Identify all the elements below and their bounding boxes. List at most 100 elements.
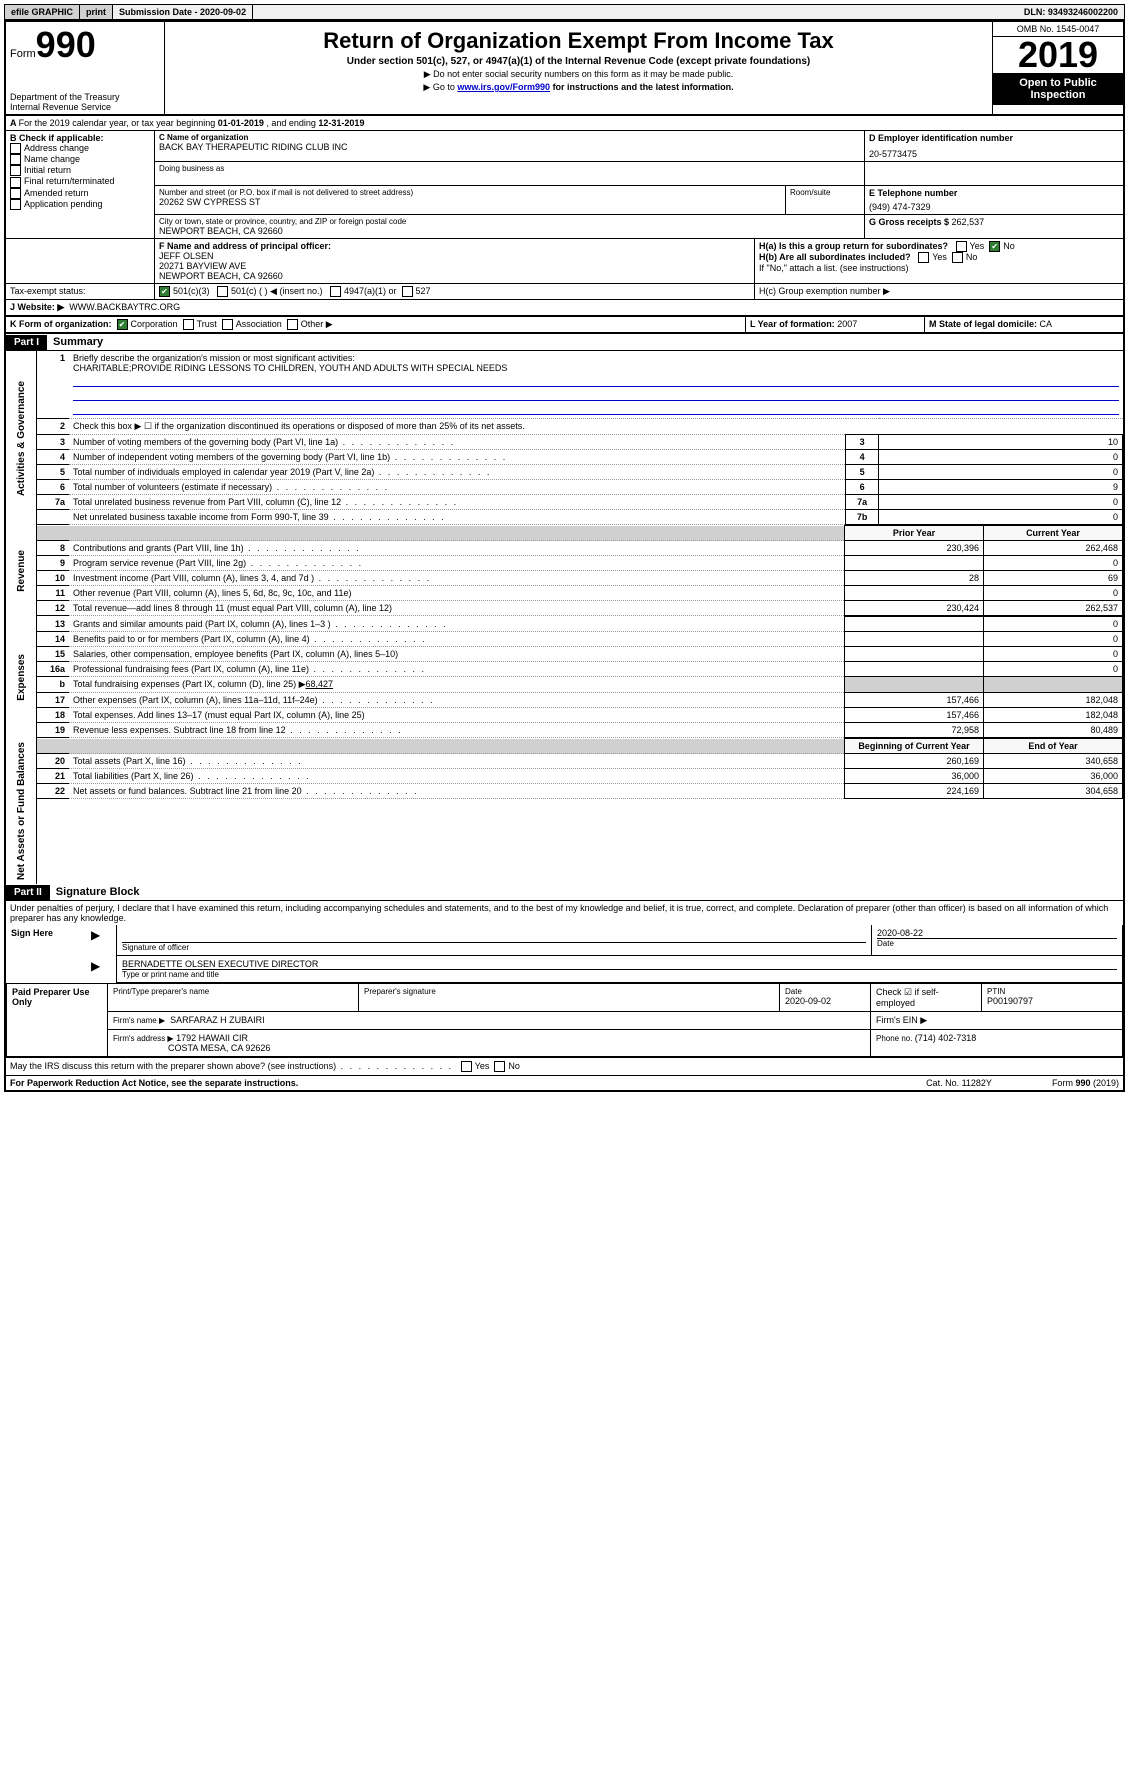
527-label: 527: [416, 286, 431, 296]
city-label: City or town, state or province, country…: [159, 217, 860, 226]
line-16b-current: [984, 677, 1123, 693]
part-ii-header: Part II Signature Block: [6, 884, 1123, 901]
dln-label: DLN:: [1024, 7, 1048, 17]
year-formation-value: 2007: [837, 319, 857, 329]
form-outer: Form990 Department of the Treasury Inter…: [4, 20, 1125, 1092]
org-name: BACK BAY THERAPEUTIC RIDING CLUB INC: [159, 142, 860, 152]
line-7b-value: 0: [879, 510, 1123, 525]
submission-cell: Submission Date - 2020-09-02: [113, 5, 253, 19]
line-11-prior: [845, 586, 984, 601]
line-18-current: 182,048: [984, 708, 1123, 723]
street-address: 20262 SW CYPRESS ST: [159, 197, 781, 207]
ha-no-checkbox[interactable]: ✔: [989, 241, 1000, 252]
pra-notice: For Paperwork Reduction Act Notice, see …: [10, 1078, 298, 1088]
ein-label: D Employer identification number: [869, 133, 1119, 143]
firm-ein-label: Firm's EIN ▶: [871, 1012, 1123, 1030]
city-value: NEWPORT BEACH, CA 92660: [159, 226, 860, 236]
period-line: A For the 2019 calendar year, or tax yea…: [6, 116, 1123, 131]
527-checkbox[interactable]: [402, 286, 413, 297]
ha-yes-checkbox[interactable]: [956, 241, 967, 252]
line-5-value: 0: [879, 465, 1123, 480]
part-i-header: Part I Summary: [6, 334, 1123, 351]
line-12-prior: 230,424: [845, 601, 984, 616]
top-bar: efile GRAPHIC print Submission Date - 20…: [4, 4, 1125, 20]
form-word: Form: [10, 48, 36, 60]
line-20-current: 340,658: [984, 754, 1123, 769]
side-expenses: Expenses: [6, 616, 37, 738]
line-16a-current: 0: [984, 662, 1123, 677]
hb-no-checkbox[interactable]: [952, 252, 963, 263]
note-goto: ▶ Go to www.irs.gov/Form990 for instruct…: [169, 82, 988, 93]
corporation-checkbox[interactable]: ✔: [117, 319, 128, 330]
line-6-label: Total number of volunteers (estimate if …: [69, 480, 846, 495]
part-i-body: Activities & Governance 1 Briefly descri…: [6, 351, 1123, 525]
revenue-table: Prior YearCurrent Year 8Contributions an…: [37, 525, 1123, 616]
form-number: 990: [36, 24, 96, 65]
final-return-label: Final return/terminated: [24, 176, 115, 186]
net-assets-section: Net Assets or Fund Balances Beginning of…: [6, 738, 1123, 884]
header-left: Form990 Department of the Treasury Inter…: [6, 22, 165, 114]
line-21-label: Total liabilities (Part X, line 26): [69, 769, 845, 784]
amended-return-checkbox[interactable]: [10, 188, 21, 199]
note-goto-a: ▶ Go to: [423, 82, 457, 92]
amended-return-label: Amended return: [24, 188, 89, 198]
domicile-label: M State of legal domicile:: [929, 319, 1040, 329]
line-1-value: CHARITABLE;PROVIDE RIDING LESSONS TO CHI…: [73, 363, 507, 373]
line-19-current: 80,489: [984, 723, 1123, 738]
line-10-prior: 28: [845, 571, 984, 586]
line-4-label: Number of independent voting members of …: [69, 450, 846, 465]
officer-addr1: 20271 BAYVIEW AVE: [159, 261, 750, 271]
gross-receipts-label: G Gross receipts $: [869, 217, 952, 227]
discuss-yes-checkbox[interactable]: [461, 1061, 472, 1072]
line-7a-label: Total unrelated business revenue from Pa…: [69, 495, 846, 510]
line-10-label: Investment income (Part VIII, column (A)…: [69, 571, 845, 586]
name-change-label: Name change: [24, 154, 80, 164]
4947-checkbox[interactable]: [330, 286, 341, 297]
hb-yes-checkbox[interactable]: [918, 252, 929, 263]
application-pending-checkbox[interactable]: [10, 199, 21, 210]
officer-label: F Name and address of principal officer:: [159, 241, 750, 251]
trust-checkbox[interactable]: [183, 319, 194, 330]
irs-link[interactable]: www.irs.gov/Form990: [457, 82, 550, 92]
address-change-checkbox[interactable]: [10, 143, 21, 154]
header-right: OMB No. 1545-0047 2019 Open to Public In…: [993, 22, 1123, 114]
preparer-date-label: Date: [785, 987, 865, 996]
tax-year: 2019: [993, 37, 1123, 73]
line-8-current: 262,468: [984, 541, 1123, 556]
room-label: Room/suite: [790, 188, 860, 197]
line-16b: Total fundraising expenses (Part IX, col…: [69, 677, 845, 693]
beginning-year-header: Beginning of Current Year: [845, 739, 984, 754]
preparer-table: Paid Preparer Use Only Print/Type prepar…: [6, 983, 1123, 1057]
form-header: Form990 Department of the Treasury Inter…: [6, 22, 1123, 116]
print-button[interactable]: print: [80, 5, 113, 19]
discuss-row: May the IRS discuss this return with the…: [6, 1057, 1123, 1075]
initial-return-checkbox[interactable]: [10, 165, 21, 176]
line-19-label: Revenue less expenses. Subtract line 18 …: [69, 723, 845, 738]
line-14-current: 0: [984, 632, 1123, 647]
501c-checkbox[interactable]: [217, 286, 228, 297]
h-b-note: If "No," attach a list. (see instruction…: [759, 263, 1119, 273]
form-subtitle: Under section 501(c), 527, or 4947(a)(1)…: [169, 56, 988, 67]
website-label: J Website: ▶: [10, 302, 64, 312]
part-i-title: Summary: [47, 334, 109, 350]
discuss-no-checkbox[interactable]: [494, 1061, 505, 1072]
net-assets-table: Beginning of Current YearEnd of Year 20T…: [37, 738, 1123, 799]
name-change-checkbox[interactable]: [10, 154, 21, 165]
association-checkbox[interactable]: [222, 319, 233, 330]
line-22-label: Net assets or fund balances. Subtract li…: [69, 784, 845, 799]
firm-name-label: Firm's name ▶: [113, 1016, 165, 1025]
discuss-no-label: No: [508, 1061, 520, 1071]
501c3-label: 501(c)(3): [173, 286, 210, 296]
open-public-badge: Open to Public Inspection: [993, 73, 1123, 105]
officer-printed-name: BERNADETTE OLSEN EXECUTIVE DIRECTOR: [122, 959, 1117, 970]
corporation-label: Corporation: [131, 319, 178, 329]
expenses-section: Expenses 13Grants and similar amounts pa…: [6, 616, 1123, 738]
4947-label: 4947(a)(1) or: [344, 286, 397, 296]
ha-no-label: No: [1003, 241, 1015, 251]
other-checkbox[interactable]: [287, 319, 298, 330]
line-13-current: 0: [984, 617, 1123, 632]
final-return-checkbox[interactable]: [10, 177, 21, 188]
501c3-checkbox[interactable]: ✔: [159, 286, 170, 297]
line-17-current: 182,048: [984, 693, 1123, 708]
line-6-value: 9: [879, 480, 1123, 495]
